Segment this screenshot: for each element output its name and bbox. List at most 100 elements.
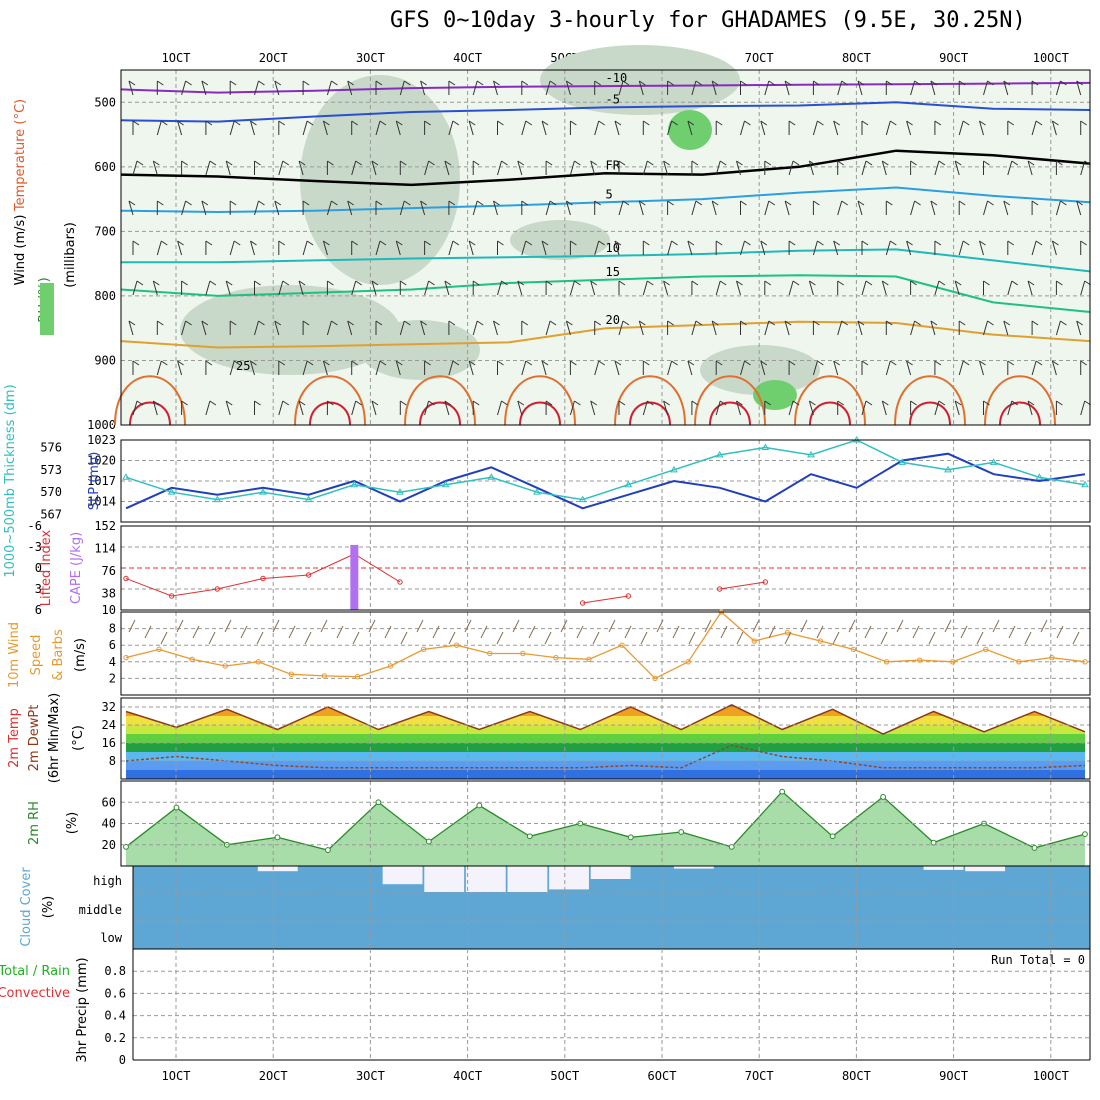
rh-tick: 60 (102, 795, 116, 809)
upper-wind-barb (954, 400, 962, 406)
upper-wind-barb (1080, 280, 1086, 296)
upper-wind-barb (205, 240, 213, 246)
upper-wind-barb (740, 240, 745, 256)
upper-wind-barb (157, 80, 164, 86)
upper-wind-barb (136, 160, 144, 166)
upper-wind-barb (1080, 400, 1086, 416)
upper-wind-barb (521, 120, 527, 136)
precip-legend-total: Total / Rain (0, 964, 70, 979)
wind-tick: 2 (109, 671, 116, 685)
upper-wind-barb (914, 200, 921, 206)
temp-axis-label-3: (6hr Min/Max) (47, 693, 62, 783)
precip-tick: 0.2 (104, 1031, 126, 1045)
lifted-point (397, 579, 403, 585)
wind-speed-point (520, 650, 526, 657)
upper-wind-barb (327, 400, 334, 406)
wind-barb (400, 631, 408, 645)
upper-wind-barb (740, 80, 747, 86)
upper-wind-barb (768, 200, 776, 206)
upper-wind-barb (569, 400, 575, 416)
upper-wind-barb (594, 320, 601, 326)
warm-isotherm (404, 375, 476, 426)
wind-barb (768, 625, 776, 639)
upper-wind-barb (156, 240, 162, 256)
rh-point (274, 834, 281, 841)
isotherm-FR (120, 149, 1091, 187)
upper-wind-barb (371, 160, 377, 176)
upper-wind-barb (448, 240, 454, 256)
upper-wind-barb (812, 240, 818, 256)
upper-wind-barb (132, 360, 140, 366)
hot-isotherm (999, 401, 1041, 426)
date-label-top: 10OCT (1033, 51, 1069, 65)
upper-wind-barb (687, 360, 693, 376)
wind-speed-point (1082, 659, 1088, 665)
temp-color-band (126, 734, 1085, 743)
upper-wind-barb (258, 200, 265, 206)
upper-wind-barb (371, 280, 377, 296)
upper-wind-barb (472, 400, 480, 406)
upper-wind-barb (379, 360, 387, 366)
upper-wind-barb (254, 160, 261, 166)
wind-barb (944, 619, 952, 633)
upper-wind-barb (517, 160, 523, 176)
upper-wind-barb (323, 240, 330, 246)
upper-wind-barb (566, 200, 573, 206)
upper-wind-barb (128, 200, 134, 216)
upper-wind-barb (396, 240, 403, 246)
upper-wind-barb (225, 280, 231, 296)
stability-frame (120, 525, 1091, 611)
wind-barb (528, 625, 536, 639)
upper-wind-barb (493, 80, 500, 86)
upper-wind-barb (764, 200, 770, 216)
upper-wind-barb (375, 80, 383, 86)
upper-wind-barb (958, 120, 964, 136)
upper-wind-barb (784, 200, 792, 206)
upper-wind-barb (399, 80, 405, 96)
rh-point (627, 834, 634, 841)
upper-wind-barb (331, 320, 338, 326)
upper-wind-barb (833, 120, 840, 126)
upper-wind-barb (545, 160, 553, 166)
upper-wind-barb (347, 320, 354, 326)
upper-wind-barb (983, 160, 990, 166)
high-cloud-bar (465, 866, 506, 892)
wind-speed-point (387, 663, 394, 669)
upper-wind-barb (201, 80, 209, 86)
rh-axis-unit: (%) (65, 812, 80, 835)
upper-wind-barb (371, 400, 377, 416)
upper-wind-barb (501, 280, 508, 286)
lifted-tick: 3 (35, 582, 42, 596)
upper-wind-barb (472, 280, 480, 286)
upper-wind-barb (545, 80, 551, 96)
upper-wind-barb (306, 240, 314, 246)
upper-wind-barb (784, 200, 790, 216)
thickness-point (259, 488, 267, 495)
upper-wind-barb (817, 120, 824, 126)
rh-moist-region (180, 285, 400, 375)
upper-wind-barb (424, 160, 430, 176)
cloud-axis-label: Cloud Cover (19, 867, 34, 947)
wind-barb (480, 625, 488, 639)
upper-wind-barb (371, 280, 379, 286)
upper-wind-barb (1055, 80, 1061, 96)
upper-wind-barb (404, 80, 411, 86)
upper-wind-barb (468, 120, 476, 126)
upper-wind-barb (1007, 240, 1015, 246)
upper-wind-barb (768, 80, 776, 86)
pressure-tick: 900 (94, 353, 116, 367)
date-label-bottom: 6OCT (648, 1069, 677, 1083)
upper-wind-barb (396, 360, 403, 366)
upper-wind-barb (1027, 280, 1033, 296)
rh-point (1031, 845, 1038, 851)
upper-wind-barb (687, 360, 695, 366)
upper-wind-barb (833, 360, 839, 376)
upper-wind-barb (934, 360, 942, 366)
wind-tick: 4 (109, 655, 116, 669)
upper-wind-barb (881, 400, 887, 416)
upper-wind-barb (250, 360, 255, 376)
upper-wind-barb (890, 120, 897, 126)
upper-wind-barb (351, 240, 358, 246)
upper-wind-barb (1056, 160, 1063, 166)
upper-wind-barb (302, 80, 310, 86)
